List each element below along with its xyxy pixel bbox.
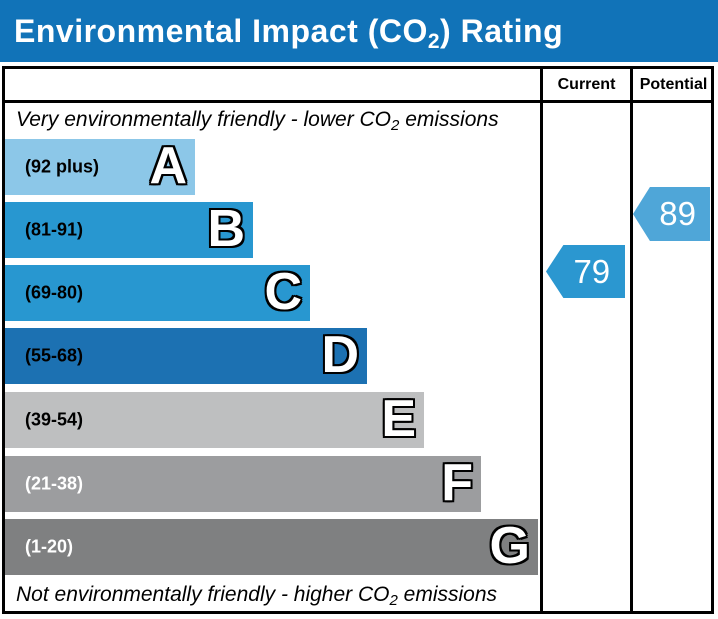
band-a: (92 plus) A — [5, 139, 195, 195]
band-range-label: (1-20) — [25, 536, 74, 557]
band-range-label: (55-68) — [25, 345, 84, 366]
title-subscript: 2 — [427, 29, 441, 53]
title-bar: Environmental Impact (CO2) Rating — [0, 0, 718, 62]
bottom-note: Not environmentally friendly - higher CO… — [16, 583, 498, 609]
band-letter: G — [489, 516, 530, 575]
band-range-label: (92 plus) — [25, 156, 100, 177]
current-rating-arrow: 79 — [546, 245, 625, 298]
band-letter: F — [441, 453, 473, 512]
column-divider-potential — [630, 66, 633, 614]
band-b: (81-91) B — [5, 202, 253, 258]
band-letter: E — [381, 389, 416, 448]
column-divider-current — [540, 66, 543, 614]
page-title: Environmental Impact (CO2) Rating — [14, 12, 564, 53]
band-c: (69-80) C — [5, 265, 310, 321]
current-rating-value: 79 — [573, 252, 611, 290]
top-note-subscript: 2 — [391, 117, 400, 134]
column-header-potential: Potential — [639, 76, 708, 93]
potential-rating-value: 89 — [659, 195, 697, 232]
band-g: (1-20) G — [5, 519, 538, 575]
band-letter: C — [264, 262, 302, 321]
band-letter: A — [149, 136, 187, 195]
band-range-label: (69-80) — [25, 282, 84, 303]
band-range-label: (21-38) — [25, 473, 84, 494]
band-range-label: (81-91) — [25, 219, 84, 240]
potential-rating-arrow: 89 — [633, 187, 710, 241]
title-text: Environmental Impact (CO — [14, 12, 428, 49]
band-d: (55-68) D — [5, 328, 367, 384]
top-note: Very environmentally friendly - lower CO… — [16, 108, 499, 134]
band-f: (21-38) F — [5, 456, 481, 512]
top-note-suffix: emissions — [399, 108, 499, 131]
bottom-note-subscript: 2 — [389, 592, 398, 609]
band-letter: D — [321, 325, 359, 384]
band-e: (39-54) E — [5, 392, 424, 448]
column-header-current: Current — [557, 76, 616, 93]
title-suffix: ) Rating — [440, 12, 564, 49]
bottom-note-text: Not environmentally friendly - higher CO — [16, 583, 390, 606]
band-letter: B — [207, 199, 245, 258]
band-range-label: (39-54) — [25, 409, 84, 430]
bottom-note-suffix: emissions — [397, 583, 498, 606]
header-row-divider — [2, 100, 714, 103]
top-note-text: Very environmentally friendly - lower CO — [16, 108, 392, 131]
